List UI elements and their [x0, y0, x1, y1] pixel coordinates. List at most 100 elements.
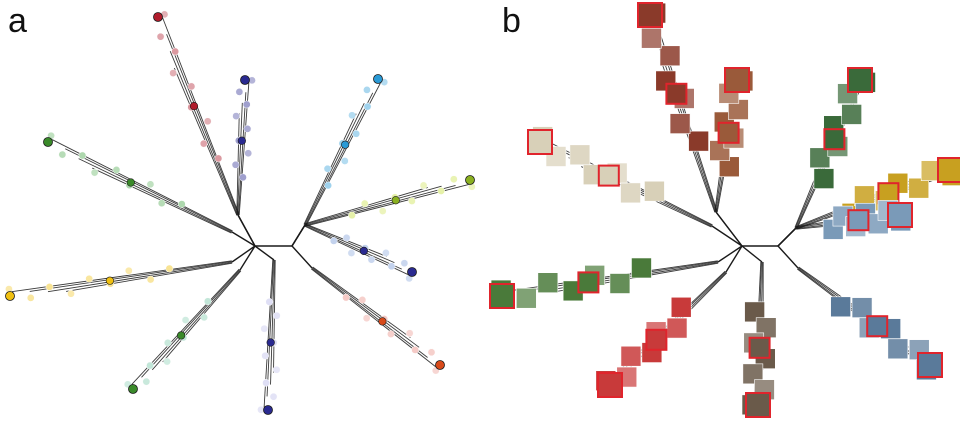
sub-edge	[266, 259, 274, 397]
leaf-node	[269, 392, 278, 401]
tree-b	[489, 2, 960, 418]
image-thumbnail	[670, 296, 692, 318]
thumbnail-branch-branch-lower-left-teal	[595, 245, 743, 398]
image-thumbnail	[644, 180, 665, 202]
leaf-node	[58, 150, 67, 159]
leaf-node	[272, 365, 281, 374]
leaf-node	[260, 324, 269, 333]
leaf-node	[214, 154, 223, 163]
leaf-node	[340, 157, 349, 165]
leaf-node	[26, 294, 35, 302]
leaf-node	[427, 348, 436, 357]
leaf-node	[181, 316, 190, 324]
sub-edge	[166, 34, 239, 215]
sub-edge	[237, 102, 243, 215]
sub-edge	[141, 269, 240, 378]
leaf-node	[169, 69, 177, 77]
leaf-node	[146, 275, 155, 284]
leaf-node	[405, 329, 414, 338]
leaf-node	[329, 237, 338, 245]
image-thumbnail	[742, 363, 764, 385]
sub-edge	[304, 185, 442, 225]
leaf-node	[90, 168, 99, 177]
trunk-edge	[231, 231, 256, 247]
leaf-node	[400, 259, 409, 268]
highlighted-thumbnail	[724, 67, 750, 93]
sub-edge	[65, 148, 233, 232]
trunk-edge	[715, 211, 743, 247]
trunk-edge	[777, 227, 797, 247]
highlighted-thumbnail	[937, 157, 960, 183]
sub-edge	[543, 138, 713, 226]
highlight-node	[126, 178, 135, 187]
panel-b: b	[480, 0, 960, 429]
highlight-node	[189, 101, 199, 111]
sub-edge	[305, 185, 456, 226]
thumbnail-branch-branch-upper-left-green	[527, 126, 743, 247]
sub-edge	[47, 262, 233, 293]
leaf-node	[358, 296, 367, 304]
leaf-node	[187, 82, 196, 91]
tip-node	[240, 75, 250, 85]
thumbnail-branch-branch-upper-right-blue	[777, 67, 876, 247]
trunk-edge	[291, 245, 313, 269]
leaf-node	[112, 166, 121, 174]
leaf-node	[348, 111, 356, 120]
tree-branch-branch-right-lime	[291, 175, 476, 247]
leaf-node	[342, 293, 350, 302]
sub-edge	[29, 261, 232, 292]
leaf-node	[324, 181, 332, 190]
highlight-node	[378, 317, 387, 326]
highlight-node	[359, 246, 368, 255]
leaf-node	[163, 338, 172, 347]
leaf-node	[378, 207, 387, 215]
tree-branch-branch-left-yellow	[5, 245, 256, 302]
image-thumbnail	[809, 147, 831, 169]
highlighted-thumbnail	[527, 129, 553, 155]
leaf-node	[67, 289, 75, 298]
image-thumbnail	[569, 144, 591, 166]
image-thumbnail	[631, 257, 652, 279]
highlighted-thumbnail	[745, 392, 771, 418]
highlighted-thumbnail	[887, 202, 913, 228]
thumbnail-branch-branch-left-yellow	[489, 245, 743, 309]
panel-a-label: a	[8, 2, 27, 40]
tree-branch-branch-top-navy	[231, 75, 256, 247]
sub-edge	[305, 224, 395, 264]
sub-edge	[311, 268, 428, 358]
leaf-node	[347, 249, 356, 257]
highlighted-thumbnail	[847, 209, 870, 232]
thumbnail-branch-branch-lower-right-pink	[777, 245, 943, 381]
highlight-node	[266, 338, 275, 347]
leaf-node	[272, 311, 281, 320]
tip-node	[407, 267, 417, 277]
trunk-edge	[239, 245, 256, 271]
tip-node	[5, 291, 15, 301]
leaf-node	[360, 199, 369, 208]
highlight-node	[391, 196, 400, 205]
image-thumbnail	[666, 317, 688, 339]
tree-a	[5, 10, 476, 415]
leaf-node	[437, 187, 445, 195]
leaf-node	[363, 86, 371, 94]
sub-edge	[304, 225, 402, 270]
image-thumbnail	[669, 113, 691, 134]
trunk-edge	[231, 245, 256, 263]
highlighted-thumbnail	[717, 121, 740, 144]
tree-branch-branch-lower-left-teal	[123, 245, 256, 394]
tip-node	[43, 137, 53, 147]
highlighted-thumbnail	[597, 164, 620, 187]
leaf-node	[171, 47, 180, 56]
leaf-node	[342, 233, 351, 242]
tree-branch-branch-upper-right-blue	[291, 74, 389, 247]
image-thumbnail	[854, 185, 875, 207]
highlighted-thumbnail	[637, 2, 663, 28]
highlighted-thumbnail	[577, 271, 600, 294]
image-thumbnail	[830, 296, 851, 318]
image-thumbnail	[887, 338, 909, 360]
tip-node	[373, 74, 383, 84]
image-thumbnail	[620, 345, 642, 367]
trunk-edge	[741, 245, 763, 263]
leaf-node	[411, 346, 419, 354]
thumbnail-branch-branch-right-periwinkle	[777, 200, 913, 247]
